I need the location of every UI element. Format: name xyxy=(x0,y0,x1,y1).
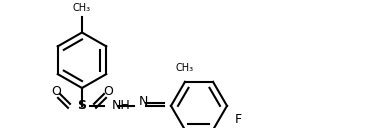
Text: NH: NH xyxy=(112,99,131,112)
Text: O: O xyxy=(103,86,113,98)
Text: O: O xyxy=(51,86,61,98)
Text: S: S xyxy=(78,99,87,112)
Text: CH₃: CH₃ xyxy=(176,63,194,73)
Text: CH₃: CH₃ xyxy=(73,3,91,13)
Text: N: N xyxy=(139,95,149,108)
Text: F: F xyxy=(235,113,242,126)
